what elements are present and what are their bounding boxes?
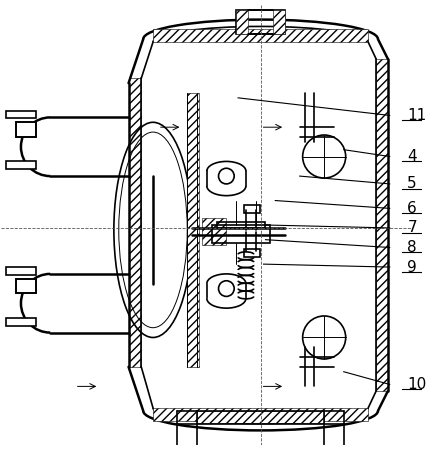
Circle shape [218, 168, 234, 184]
Bar [6, 162, 36, 169]
Bar [16, 279, 36, 293]
Bar [6, 267, 36, 275]
Bar [16, 122, 36, 137]
Bar [153, 408, 368, 421]
Bar [153, 29, 368, 42]
Bar [217, 222, 265, 228]
Text: 4: 4 [407, 149, 417, 164]
Bar [236, 10, 285, 34]
Bar [244, 206, 260, 213]
Text: 10: 10 [407, 377, 427, 392]
Text: 11: 11 [407, 108, 427, 123]
Bar [187, 93, 199, 367]
Text: 6: 6 [407, 201, 417, 216]
Bar [376, 58, 388, 392]
Text: 5: 5 [407, 176, 417, 191]
Circle shape [218, 281, 234, 297]
Circle shape [303, 135, 346, 178]
Bar [197, 411, 324, 423]
Bar [202, 218, 226, 228]
Bar [212, 225, 270, 243]
Text: 8: 8 [407, 240, 417, 255]
Text: 9: 9 [407, 260, 417, 274]
Circle shape [303, 316, 346, 359]
Bar [129, 78, 141, 367]
Bar [236, 10, 248, 34]
Bar [202, 228, 226, 244]
Bar [6, 111, 36, 118]
Bar [244, 249, 260, 257]
Bar [6, 318, 36, 326]
Text: 7: 7 [407, 220, 417, 235]
Bar [273, 10, 285, 34]
